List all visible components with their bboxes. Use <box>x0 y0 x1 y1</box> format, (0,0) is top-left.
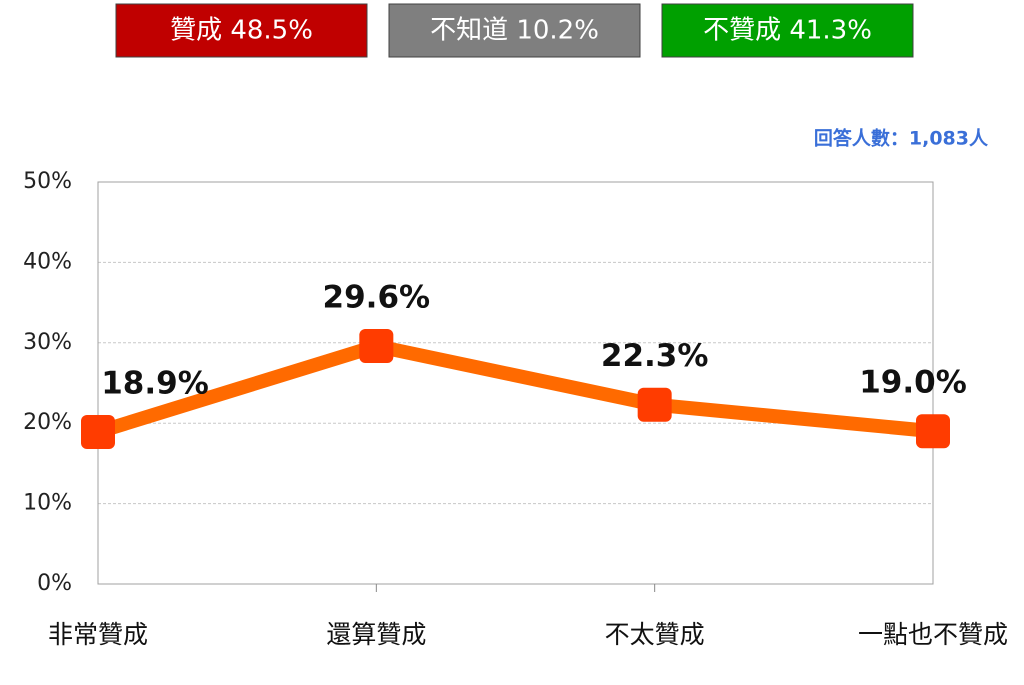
y-tick-label: 20% <box>23 410 72 435</box>
plot-frame <box>97 181 934 585</box>
summary-text: 不知道 10.2% <box>430 16 599 46</box>
y-tick-label: 10% <box>23 491 72 516</box>
summary-box <box>388 3 641 58</box>
marker <box>916 414 950 449</box>
series-line <box>95 339 934 439</box>
summary-box <box>661 3 914 58</box>
marker <box>81 415 115 450</box>
x-tick-label: 非常贊成 <box>48 620 148 649</box>
summary-text: 不贊成 41.3% <box>703 16 872 46</box>
respondent-count: 回答人數：1,083人 <box>814 127 989 150</box>
y-tick-label: 0% <box>37 571 72 596</box>
summary-box <box>115 3 368 58</box>
marker <box>637 387 672 422</box>
x-tick-label: 還算贊成 <box>326 620 426 649</box>
value-label: 29.6% <box>323 280 431 316</box>
marker <box>359 329 394 364</box>
value-label: 22.3% <box>601 338 709 374</box>
x-tick-label: 不太贊成 <box>605 620 705 649</box>
value-label: 18.9% <box>101 366 209 402</box>
summary-text: 贊成 48.5% <box>170 16 313 46</box>
x-tick-label: 一點也不贊成 <box>858 620 1008 649</box>
y-tick-label: 50% <box>23 169 72 194</box>
value-label: 19.0% <box>859 365 967 401</box>
y-tick-label: 30% <box>23 330 72 355</box>
y-tick-label: 40% <box>23 249 72 274</box>
